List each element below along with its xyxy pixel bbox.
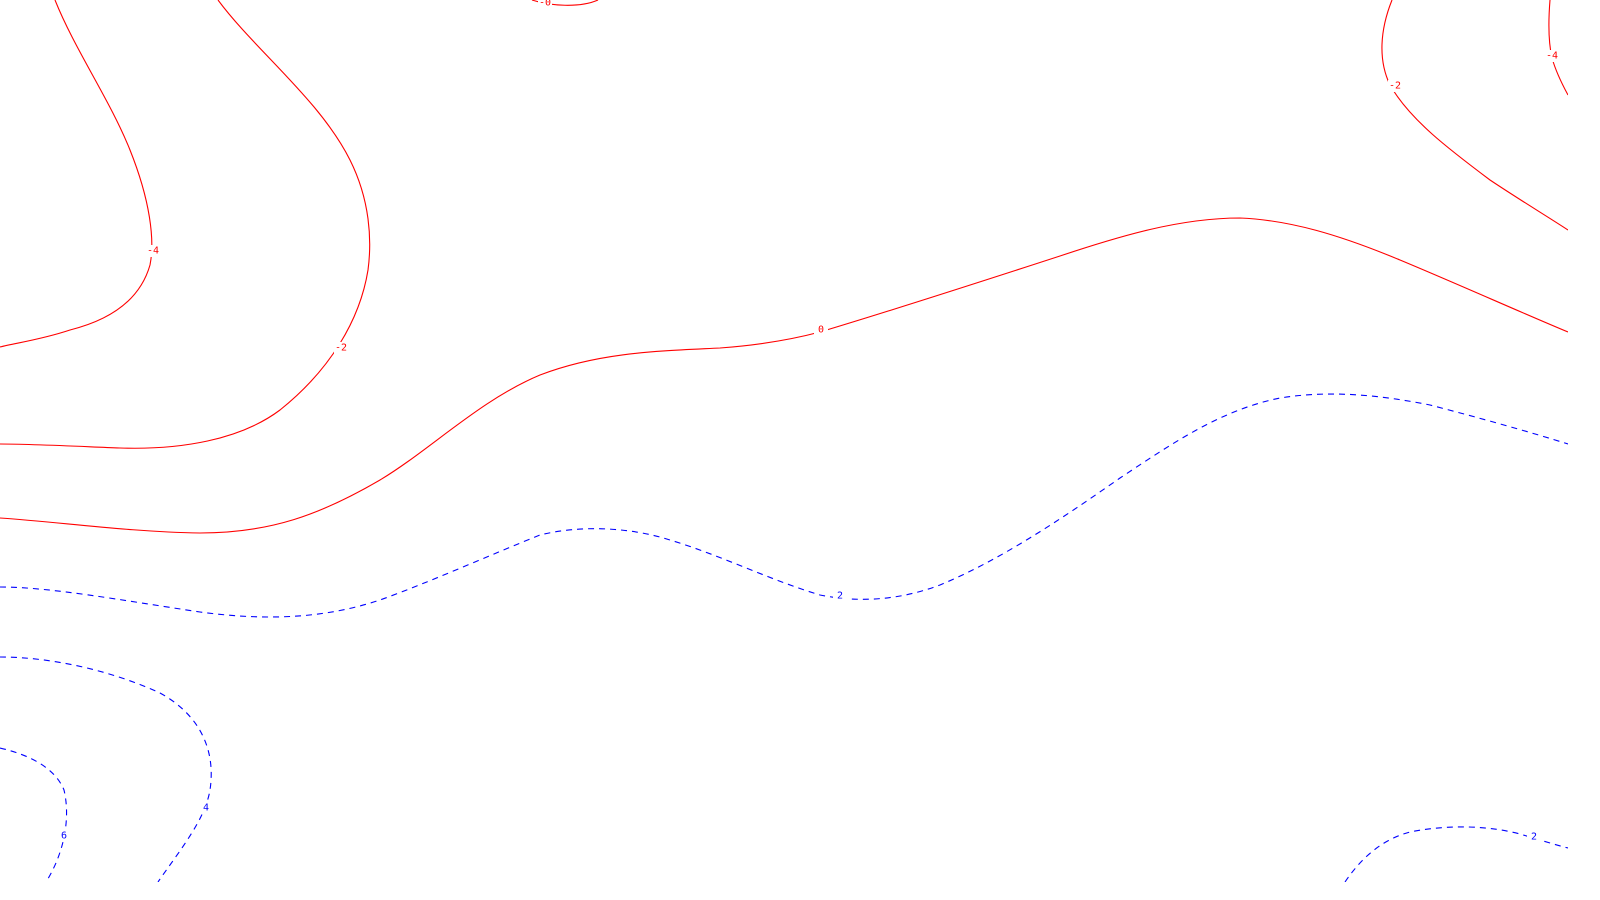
contour-line-pos6 (0, 747, 68, 882)
contour-label-background (1545, 50, 1559, 62)
contour-label: -2 (335, 343, 347, 354)
contour-label-background (1527, 831, 1541, 843)
contour-label-background (1388, 80, 1402, 92)
contour-label-background (199, 802, 213, 814)
contour-line-neg4-right (1548, 0, 1568, 96)
contour-label: 6 (61, 831, 67, 842)
contour-label-background (146, 245, 160, 257)
contour-label: -0 (539, 0, 551, 9)
contour-label-background (538, 0, 552, 9)
contour-label: 4 (203, 803, 209, 814)
contour-label: -2 (1389, 81, 1401, 92)
contour-line-neg2-right (1381, 0, 1568, 231)
contour-label: -4 (1546, 51, 1558, 62)
contour-label: 2 (837, 591, 843, 602)
contour-label: 0 (818, 325, 824, 336)
contour-map: -4 -2 -4 -2 0 -0 2 4 6 2 (0, 0, 1568, 882)
contour-label: 2 (1531, 832, 1537, 843)
contour-label-background (833, 590, 847, 602)
contour-line-pos2-main (0, 393, 1568, 618)
contour-line-pos2-bottomright (1344, 826, 1568, 882)
contour-label-background (334, 342, 348, 354)
contour-lines (0, 0, 1568, 882)
contour-line-neg4-left (0, 0, 153, 348)
contour-label-background (814, 324, 828, 336)
contour-line-zero (0, 217, 1568, 534)
contour-label: -4 (147, 246, 159, 257)
contour-label-background (57, 830, 71, 842)
contour-line-zero-top (531, 0, 599, 6)
contour-line-pos4 (0, 656, 212, 882)
contour-labels: -4 -2 -4 -2 0 -0 2 4 6 2 (57, 0, 1559, 843)
contour-line-neg2-left (0, 0, 371, 449)
